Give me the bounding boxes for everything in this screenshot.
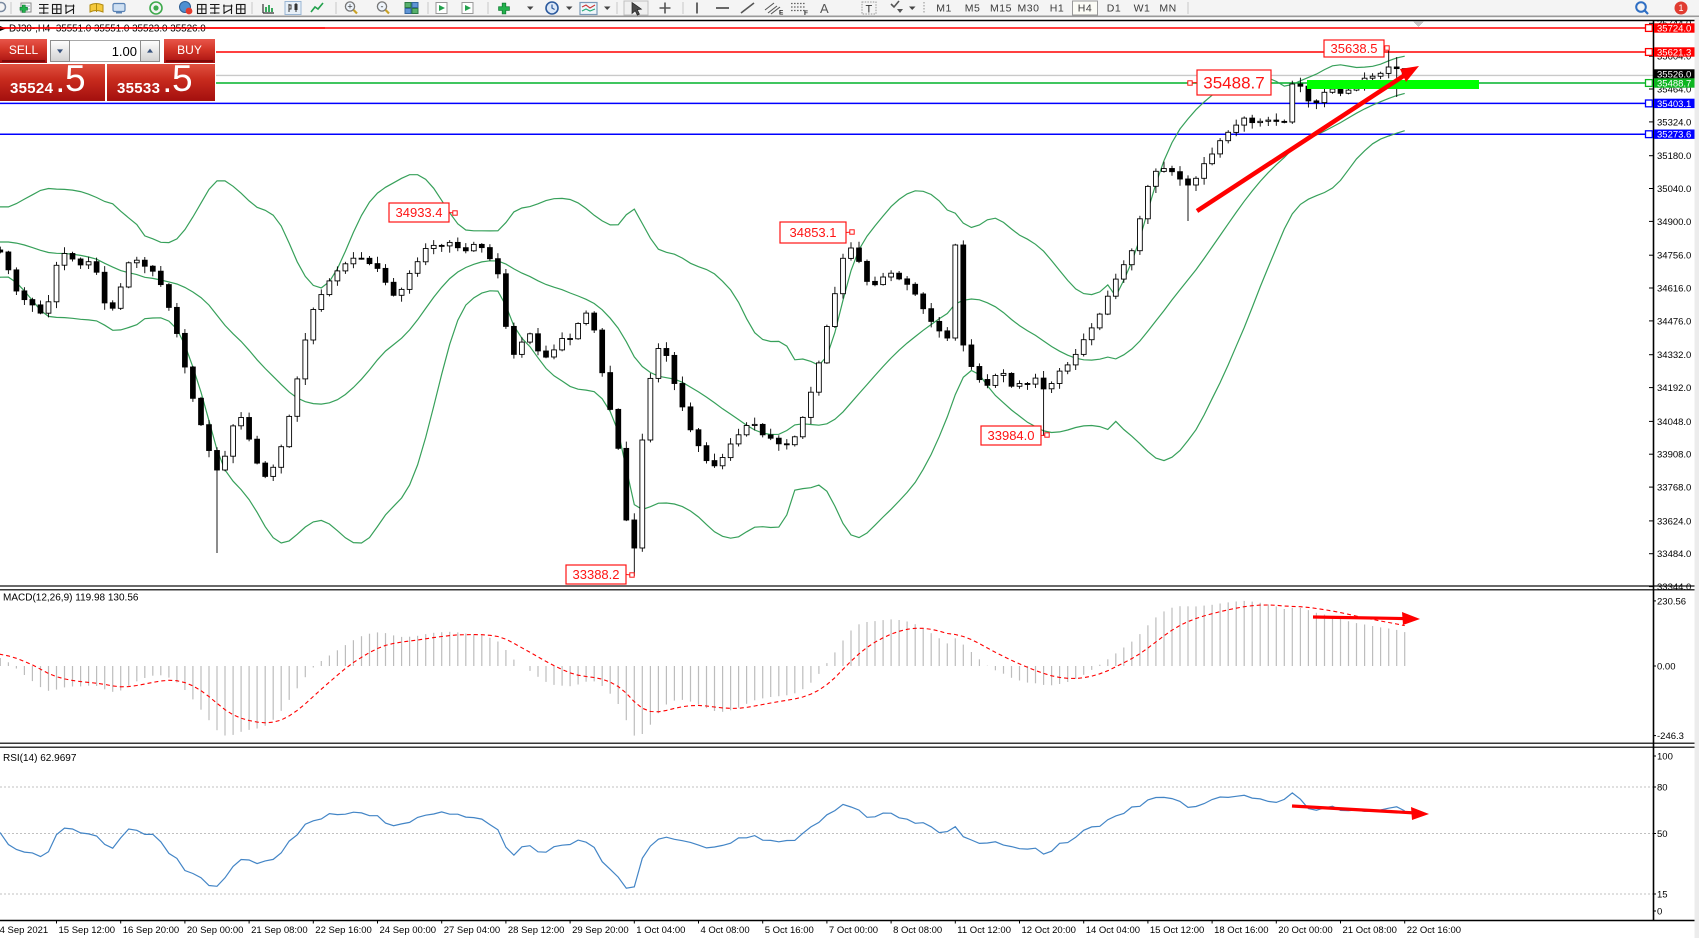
svg-text:35621.3: 35621.3 (1657, 47, 1691, 58)
svg-text:1: 1 (1678, 3, 1683, 13)
svg-text:35724.0: 35724.0 (1657, 23, 1691, 34)
svg-text:230.56: 230.56 (1657, 596, 1686, 607)
svg-text:RSI(14) 62.9697: RSI(14) 62.9697 (3, 753, 77, 764)
svg-text:H1: H1 (1050, 3, 1064, 15)
svg-text:5 Oct 16:00: 5 Oct 16:00 (765, 925, 814, 936)
svg-text:-246.3: -246.3 (1657, 731, 1684, 742)
svg-text:35180.0: 35180.0 (1657, 151, 1691, 162)
svg-text:34616.0: 34616.0 (1657, 283, 1691, 294)
svg-text:35040.0: 35040.0 (1657, 184, 1691, 195)
svg-text:27 Sep 04:00: 27 Sep 04:00 (444, 925, 501, 936)
svg-text:14 Sep 2021: 14 Sep 2021 (0, 925, 48, 936)
svg-text:E: E (779, 10, 784, 17)
svg-text:35273.6: 35273.6 (1657, 130, 1691, 141)
svg-text:F: F (804, 10, 808, 17)
svg-text:18 Oct 16:00: 18 Oct 16:00 (1214, 925, 1268, 936)
svg-text:34933.4: 34933.4 (396, 205, 443, 220)
svg-text:0: 0 (1657, 906, 1662, 917)
svg-text:34476.0: 34476.0 (1657, 316, 1691, 327)
svg-text:22 Sep 16:00: 22 Sep 16:00 (315, 925, 372, 936)
svg-text:4 Oct 08:00: 4 Oct 08:00 (701, 925, 750, 936)
svg-text:20 Oct 00:00: 20 Oct 00:00 (1278, 925, 1332, 936)
svg-text:0.00: 0.00 (1657, 661, 1676, 672)
svg-text:33484.0: 33484.0 (1657, 549, 1691, 560)
svg-text:35464.0: 35464.0 (1657, 84, 1691, 95)
svg-text:35324.0: 35324.0 (1657, 117, 1691, 128)
svg-text:50: 50 (1657, 829, 1668, 840)
svg-text:35638.5: 35638.5 (1331, 41, 1378, 56)
svg-text:29 Sep 20:00: 29 Sep 20:00 (572, 925, 629, 936)
svg-text:+: + (347, 2, 352, 12)
svg-text:14 Oct 04:00: 14 Oct 04:00 (1086, 925, 1140, 936)
svg-text:35604.0: 35604.0 (1657, 52, 1691, 63)
svg-text:M15: M15 (990, 3, 1012, 15)
svg-text:A: A (820, 1, 829, 16)
svg-text:33768.0: 33768.0 (1657, 483, 1691, 494)
svg-text:28 Sep 12:00: 28 Sep 12:00 (508, 925, 565, 936)
svg-text:34900.0: 34900.0 (1657, 217, 1691, 228)
svg-text:34192.0: 34192.0 (1657, 383, 1691, 394)
svg-text:15 Sep 12:00: 15 Sep 12:00 (59, 925, 116, 936)
svg-text:33984.0: 33984.0 (988, 428, 1035, 443)
svg-text:M5: M5 (965, 3, 981, 15)
svg-text:T: T (866, 4, 873, 16)
svg-text:34853.1: 34853.1 (790, 225, 837, 240)
svg-text:12 Oct 20:00: 12 Oct 20:00 (1022, 925, 1076, 936)
svg-text:15 Oct 12:00: 15 Oct 12:00 (1150, 925, 1204, 936)
svg-text:7 Oct 00:00: 7 Oct 00:00 (829, 925, 878, 936)
svg-text:21 Sep 08:00: 21 Sep 08:00 (251, 925, 308, 936)
svg-text:20 Sep 00:00: 20 Sep 00:00 (187, 925, 244, 936)
svg-text:34332.0: 34332.0 (1657, 350, 1691, 361)
svg-text:11 Oct 12:00: 11 Oct 12:00 (957, 925, 1011, 936)
svg-text:33624.0: 33624.0 (1657, 516, 1691, 527)
svg-text:H4: H4 (1078, 3, 1092, 15)
svg-text:MACD(12,26,9) 119.98 130.56: MACD(12,26,9) 119.98 130.56 (3, 593, 139, 604)
svg-text:33344.0: 33344.0 (1657, 582, 1691, 593)
svg-text:W1: W1 (1134, 3, 1151, 15)
svg-text:35488.7: 35488.7 (1203, 74, 1264, 93)
svg-text:8 Oct 08:00: 8 Oct 08:00 (893, 925, 942, 936)
svg-text:24 Sep 00:00: 24 Sep 00:00 (380, 925, 437, 936)
svg-text:21 Oct 08:00: 21 Oct 08:00 (1343, 925, 1397, 936)
svg-text:80: 80 (1657, 782, 1668, 793)
svg-text:34756.0: 34756.0 (1657, 251, 1691, 262)
svg-text:100: 100 (1657, 751, 1673, 762)
svg-text:34048.0: 34048.0 (1657, 417, 1691, 428)
svg-text:33388.2: 33388.2 (573, 567, 620, 582)
svg-text:MN: MN (1159, 3, 1176, 15)
svg-text:D1: D1 (1107, 3, 1121, 15)
svg-text:35526.0: 35526.0 (1657, 69, 1691, 80)
svg-text:M30: M30 (1018, 3, 1040, 15)
svg-text:DJ30-,H4 35551.0 35551.0 3552: DJ30-,H4 35551.0 35551.0 35523.0 35526.0 (9, 24, 206, 35)
svg-text:22 Oct 16:00: 22 Oct 16:00 (1407, 925, 1461, 936)
svg-text:33908.0: 33908.0 (1657, 450, 1691, 461)
svg-text:15: 15 (1657, 889, 1668, 900)
svg-text:35403.1: 35403.1 (1657, 99, 1691, 110)
svg-text:16 Sep 20:00: 16 Sep 20:00 (123, 925, 180, 936)
svg-text:35488.7: 35488.7 (1657, 78, 1691, 89)
svg-text:M1: M1 (936, 3, 952, 15)
svg-text:-: - (381, 2, 384, 12)
svg-text:1 Oct 04:00: 1 Oct 04:00 (636, 925, 685, 936)
